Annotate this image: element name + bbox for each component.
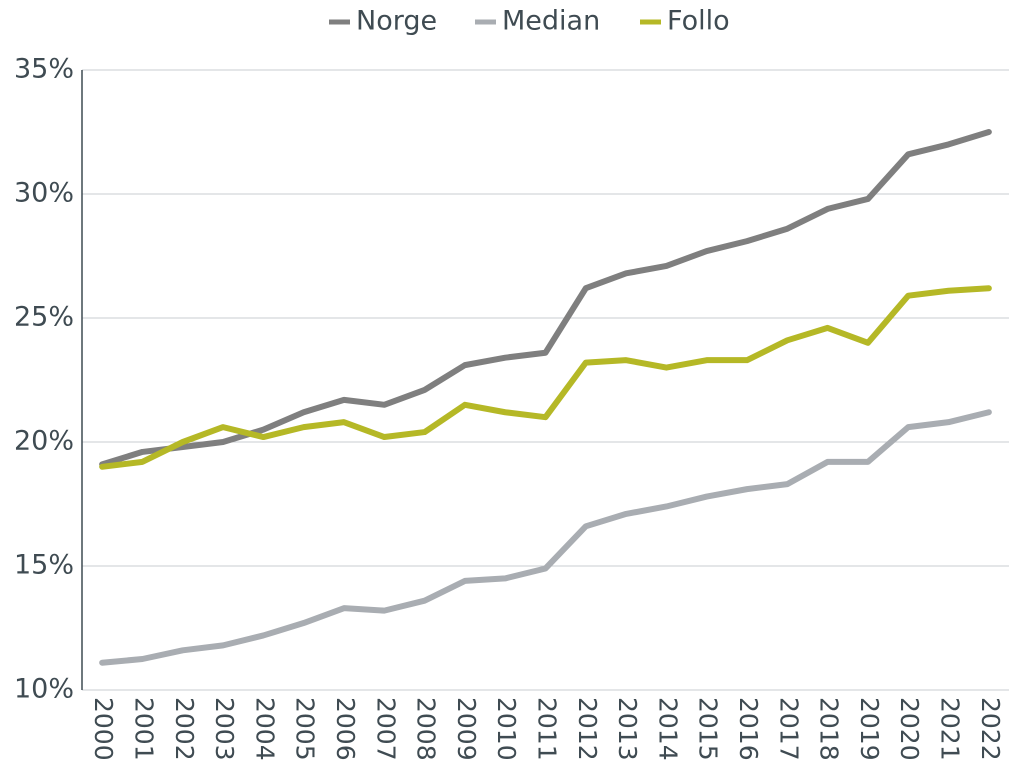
x-tick-label: 2009 — [452, 697, 481, 761]
line-series — [99, 409, 992, 666]
x-tick-label: 2001 — [129, 697, 158, 761]
legend-label: Norge — [356, 6, 437, 37]
x-tick-label: 2022 — [976, 697, 1005, 761]
x-tick-label: 2006 — [331, 697, 360, 761]
y-tick-label: 30% — [14, 178, 74, 209]
x-tick-label: 2002 — [170, 697, 199, 761]
line-series — [99, 285, 992, 470]
x-tick-label: 2010 — [492, 697, 521, 761]
x-tick-label: 2016 — [734, 697, 763, 761]
legend-label: Median — [502, 6, 600, 37]
x-tick-label: 2014 — [653, 697, 682, 761]
legend-label: Follo — [667, 6, 730, 37]
x-tick-label: 2004 — [250, 697, 279, 761]
x-tick-label: 2003 — [210, 697, 239, 761]
x-tick-label: 2020 — [895, 697, 924, 761]
x-tick-label: 2008 — [412, 697, 441, 761]
x-tick-label: 2017 — [774, 697, 803, 761]
x-tick-label: 2011 — [533, 697, 562, 761]
x-tick-label: 2013 — [613, 697, 642, 761]
y-tick-label: 10% — [14, 674, 74, 705]
x-tick-label: 2019 — [855, 697, 884, 761]
x-tick-label: 2000 — [89, 697, 118, 761]
x-tick-label: 2021 — [936, 697, 965, 761]
y-tick-label: 25% — [14, 302, 74, 333]
x-tick-label: 2005 — [291, 697, 320, 761]
x-tick-label: 2007 — [371, 697, 400, 761]
x-tick-label: 2012 — [573, 697, 602, 761]
y-tick-label: 35% — [14, 54, 74, 85]
x-tick-label: 2015 — [694, 697, 723, 761]
x-tick-label: 2018 — [815, 697, 844, 761]
y-tick-label: 20% — [14, 426, 74, 457]
y-tick-label: 15% — [14, 550, 74, 581]
